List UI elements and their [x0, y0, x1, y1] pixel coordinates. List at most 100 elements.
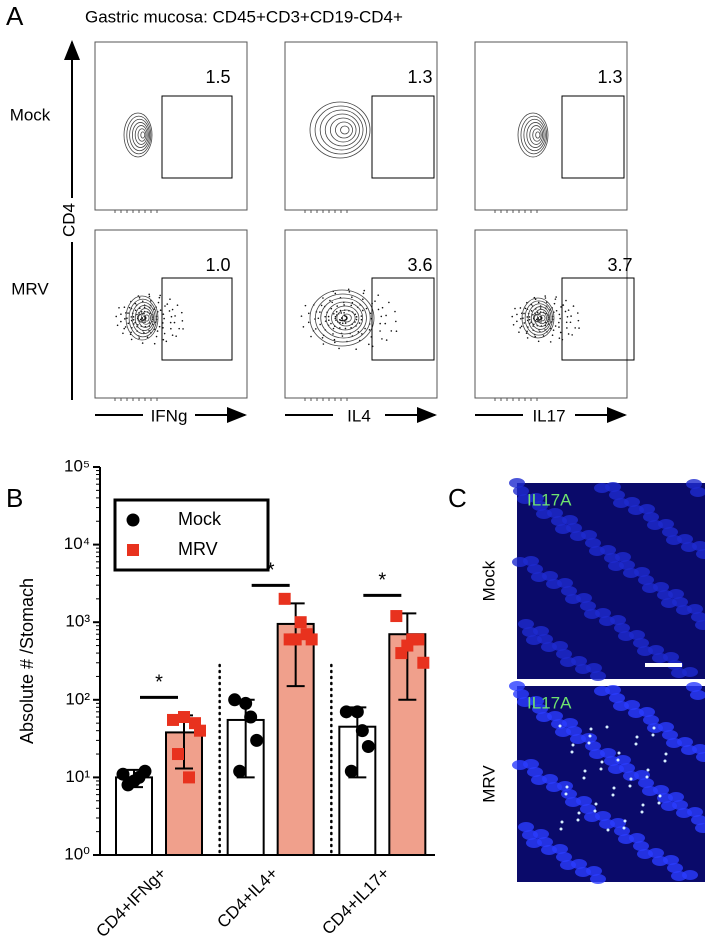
event-dot	[321, 336, 324, 339]
nucleus	[633, 638, 649, 648]
contour	[540, 314, 546, 322]
event-dot	[553, 302, 556, 305]
event-dot	[310, 335, 312, 338]
contour	[336, 309, 356, 327]
nucleus	[551, 516, 567, 526]
contour	[131, 122, 149, 148]
nucleus	[565, 797, 581, 807]
event-dot	[562, 304, 565, 306]
data-point	[228, 693, 242, 707]
nucleus	[590, 671, 606, 681]
event-dot	[532, 313, 534, 316]
nucleus	[527, 564, 543, 574]
event-dot	[116, 324, 119, 327]
event-dot	[163, 317, 165, 320]
event-dot	[330, 307, 333, 310]
contour	[324, 113, 360, 147]
event-dot	[319, 323, 321, 326]
data-point	[244, 710, 258, 724]
event-dot	[394, 310, 396, 313]
event-dot	[361, 309, 364, 312]
gate-value: 3.7	[607, 255, 632, 275]
event-dot	[365, 307, 368, 310]
event-dot	[341, 322, 344, 325]
event-dot	[544, 297, 547, 299]
nucleus	[522, 830, 538, 840]
event-dot	[348, 291, 351, 293]
event-dot	[118, 307, 120, 309]
event-dot	[360, 315, 363, 317]
nucleus	[560, 860, 576, 870]
event-dot	[558, 326, 560, 328]
event-dot	[537, 340, 540, 343]
event-dot	[170, 315, 173, 318]
event-dot	[385, 314, 387, 317]
signal	[582, 776, 586, 780]
significance: *	[267, 560, 275, 582]
event-dot	[175, 335, 177, 337]
signal	[634, 742, 638, 746]
contour	[535, 131, 541, 139]
contour	[309, 289, 375, 347]
event-dot	[307, 321, 310, 324]
nucleus	[565, 594, 581, 604]
event-dot	[364, 327, 366, 330]
event-dot	[120, 313, 122, 315]
nucleus	[686, 479, 702, 489]
row-label: MRV	[11, 279, 49, 298]
signal	[589, 727, 593, 731]
event-dot	[551, 334, 554, 337]
contour	[123, 112, 153, 158]
event-dot	[127, 322, 130, 325]
nucleus	[681, 542, 697, 552]
event-dot	[123, 318, 126, 320]
event-dot	[134, 309, 137, 312]
nucleus	[584, 812, 600, 822]
gate	[371, 95, 435, 179]
nucleus	[599, 819, 615, 829]
data-point	[172, 748, 184, 761]
event-dot	[176, 304, 179, 306]
stain-label: IL17A	[527, 693, 572, 712]
x-tick-label: CD4+IL17+	[318, 864, 393, 937]
contour	[521, 297, 555, 339]
event-dot	[140, 321, 142, 323]
nucleus	[536, 509, 552, 519]
event-dot	[144, 321, 146, 323]
stain-label: IL17A	[527, 490, 572, 509]
panel-title: Gastric mucosa: CD45+CD3+CD19-CD4+	[85, 7, 403, 26]
event-dot	[577, 319, 580, 322]
nucleus	[561, 789, 577, 799]
event-dot	[554, 325, 557, 327]
nucleus	[531, 775, 547, 785]
event-dot	[385, 339, 388, 341]
nucleus	[541, 642, 557, 652]
nucleus	[609, 693, 625, 703]
event-dot	[157, 301, 160, 304]
event-dot	[322, 297, 324, 299]
event-dot	[520, 325, 523, 328]
event-dot	[159, 309, 162, 312]
event-dot	[166, 303, 169, 305]
signal	[600, 760, 604, 764]
nucleus	[527, 767, 543, 777]
event-dot	[120, 320, 122, 323]
gate-value: 1.0	[205, 255, 230, 275]
signal	[611, 793, 615, 797]
event-dot	[341, 335, 344, 337]
event-dot	[535, 313, 537, 316]
signal	[664, 752, 668, 756]
event-dot	[138, 296, 141, 299]
data-point	[294, 616, 307, 629]
event-dot	[380, 315, 383, 318]
event-dot	[544, 295, 546, 297]
data-point	[361, 740, 375, 754]
y-axis-label: CD4	[59, 203, 78, 237]
nucleus	[638, 575, 654, 585]
legend-marker	[127, 544, 139, 556]
panel-label: A	[6, 1, 24, 31]
nucleus	[532, 704, 548, 714]
nucleus	[513, 689, 529, 699]
nucleus	[666, 738, 682, 748]
data-point	[339, 705, 353, 719]
